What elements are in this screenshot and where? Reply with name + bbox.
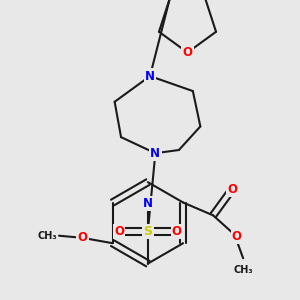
Text: O: O xyxy=(232,230,242,243)
Text: S: S xyxy=(143,225,152,238)
Text: N: N xyxy=(150,147,161,160)
Text: CH₃: CH₃ xyxy=(37,231,57,241)
Text: N: N xyxy=(143,197,153,210)
Text: O: O xyxy=(227,183,237,196)
Text: CH₃: CH₃ xyxy=(233,265,253,275)
Text: N: N xyxy=(150,147,161,160)
Text: N: N xyxy=(145,70,155,83)
Text: O: O xyxy=(182,46,193,59)
Text: O: O xyxy=(172,225,182,238)
Text: O: O xyxy=(78,231,88,244)
Text: O: O xyxy=(114,225,124,238)
